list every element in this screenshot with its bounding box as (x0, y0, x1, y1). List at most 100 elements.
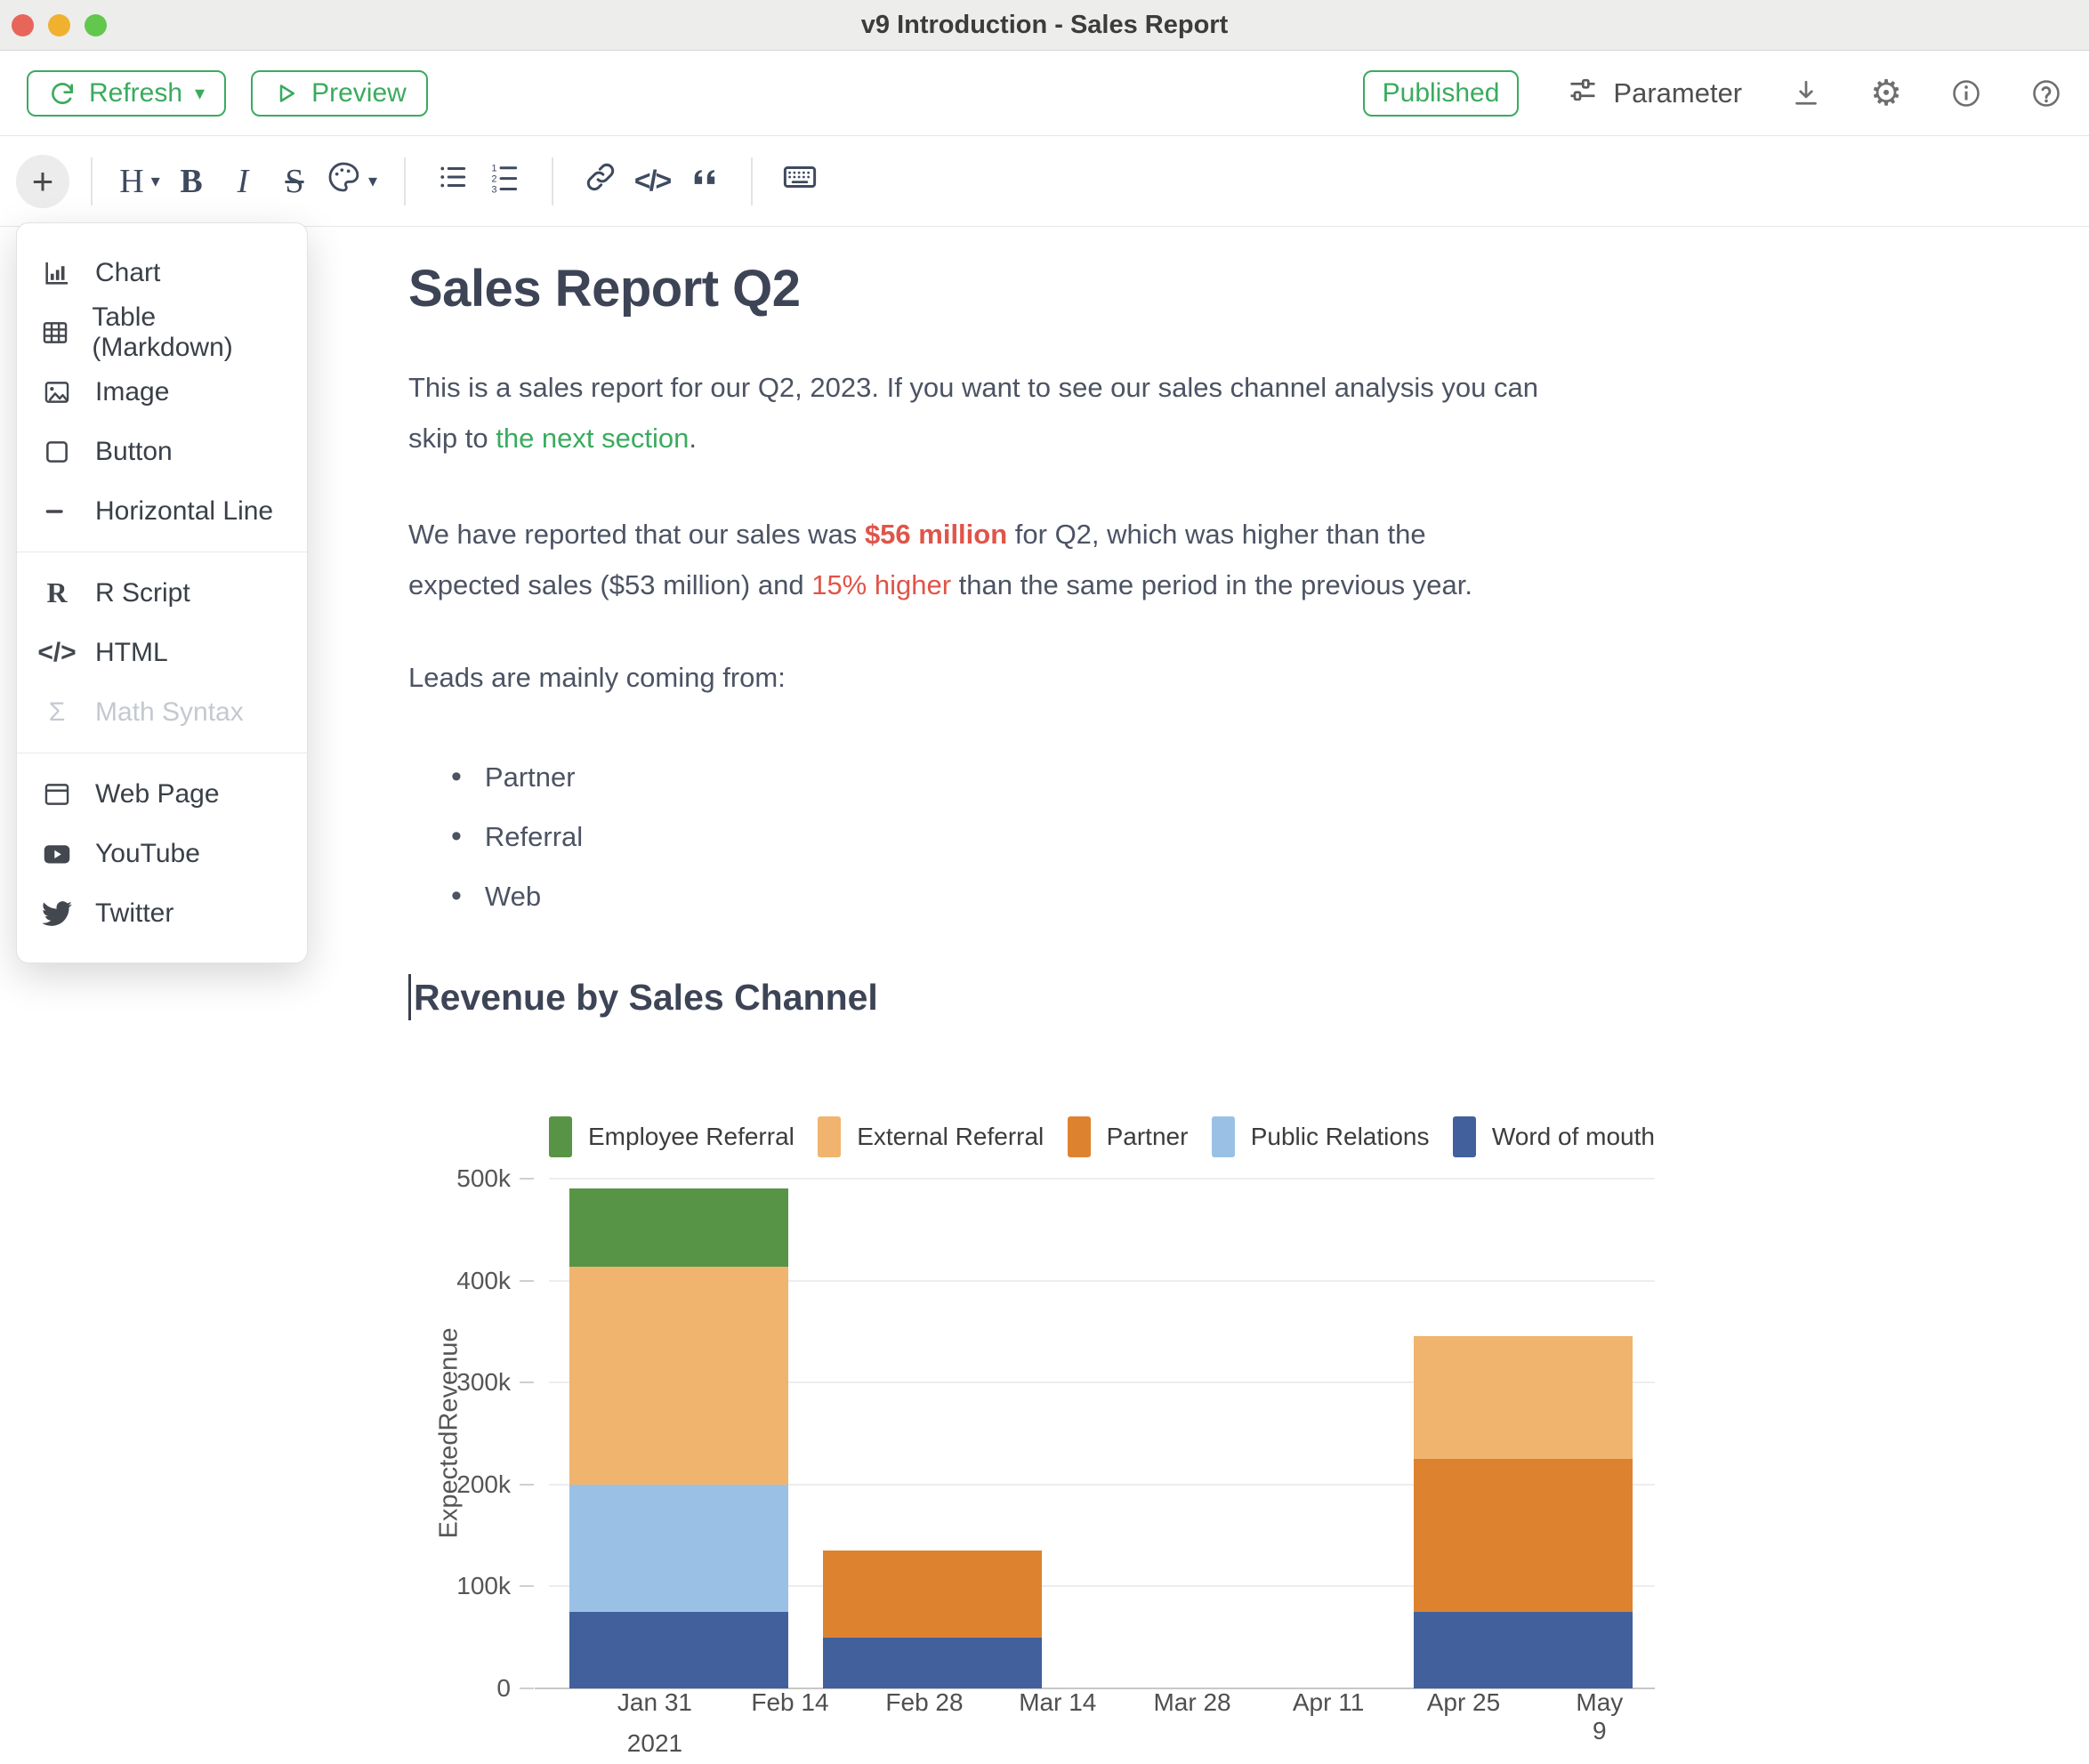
gridline (549, 1381, 1655, 1384)
leads-paragraph: Leads are mainly coming from: (408, 662, 786, 693)
menu-item-image[interactable]: Image (17, 362, 307, 422)
stacked-bar (823, 1179, 1043, 1688)
stacked-bar (569, 1179, 789, 1688)
y-tick-mark (520, 1178, 534, 1180)
bar-segment[interactable] (569, 1188, 789, 1267)
palette-icon (326, 159, 361, 204)
html-icon: </> (37, 637, 77, 667)
legend-label: Public Relations (1250, 1123, 1430, 1150)
menu-item-html[interactable]: </> HTML (17, 623, 307, 682)
legend-item[interactable]: Partner (1067, 1116, 1188, 1157)
maximize-window-button[interactable] (85, 13, 107, 36)
legend-item[interactable]: External Referral (818, 1116, 1044, 1157)
button-icon (40, 437, 74, 467)
window-titlebar: v9 Introduction - Sales Report (0, 0, 2089, 51)
palette-caret-icon: ▾ (368, 172, 378, 191)
download-button[interactable] (1790, 77, 1822, 109)
ordered-list-icon: 1 2 3 (488, 160, 521, 203)
toolbar-divider (404, 157, 407, 205)
y-tick-mark (520, 1585, 534, 1588)
menu-item-webpage[interactable]: Web Page (17, 764, 307, 824)
minimize-window-button[interactable] (48, 13, 70, 36)
menu-item-r-script[interactable]: R R Script (17, 563, 307, 623)
heading-button[interactable]: H ▾ (119, 162, 160, 200)
parameter-button[interactable]: Parameter (1567, 74, 1742, 113)
menu-item-twitter[interactable]: Twitter (17, 883, 307, 943)
insert-block-button[interactable]: + (16, 154, 69, 208)
menu-item-label: R Script (95, 577, 190, 608)
text-run: for Q2, which was higher than the (1007, 519, 1426, 550)
legend-item[interactable]: Public Relations (1211, 1116, 1430, 1157)
bar-segment[interactable] (1414, 1459, 1633, 1613)
bar-segment[interactable] (823, 1551, 1043, 1638)
ordered-list-button[interactable]: 1 2 3 (479, 160, 530, 203)
menu-section: Web Page YouTube Twitter (17, 753, 307, 954)
keyboard-icon (781, 158, 819, 205)
svg-text:2: 2 (491, 173, 496, 184)
math-icon: Σ (48, 697, 66, 727)
x-tick-label: Apr 25 (1426, 1688, 1501, 1716)
menu-item-button[interactable]: Button (17, 422, 307, 481)
legend-item[interactable]: Word of mouth (1452, 1116, 1655, 1157)
menu-item-youtube[interactable]: YouTube (17, 824, 307, 883)
menu-section: Chart Table (Markdown) Image Button Horizont… (17, 232, 307, 552)
quote-button[interactable] (678, 160, 730, 203)
legend-swatch (1067, 1116, 1091, 1157)
legend-item[interactable]: Employee Referral (549, 1116, 794, 1157)
bold-button[interactable]: B (165, 162, 217, 201)
image-icon (40, 377, 74, 407)
menu-item-hline[interactable]: Horizontal Line (17, 481, 307, 541)
bar-segment[interactable] (569, 1484, 789, 1613)
help-button[interactable] (2030, 77, 2062, 109)
x-tick-label: Feb 14 (751, 1688, 829, 1716)
link-button[interactable] (575, 160, 626, 203)
y-axis-ticks: 0 100k 200k 300k 400k 500k (391, 1164, 534, 1702)
bullet-list-button[interactable] (427, 160, 479, 203)
revenue-chart: Employee Referral External Referral Partne… (0, 1110, 2089, 1764)
bar-segment[interactable] (1414, 1335, 1633, 1460)
text-run: This is a sales report for our Q2, 2023.… (408, 372, 1538, 403)
menu-item-label: Twitter (95, 898, 174, 928)
keyboard-shortcuts-button[interactable] (774, 158, 826, 205)
y-tick-mark (520, 1279, 534, 1282)
twitter-icon (40, 898, 74, 929)
bar-segment[interactable] (823, 1637, 1043, 1688)
heading-caret-icon: ▾ (150, 172, 160, 191)
bar-segment[interactable] (569, 1266, 789, 1485)
strikethrough-button[interactable]: S (269, 162, 320, 201)
menu-item-chart[interactable]: Chart (17, 243, 307, 302)
code-button[interactable]: </> (626, 165, 678, 197)
legend-label: External Referral (857, 1123, 1044, 1150)
leads-list: PartnerReferralWeb (451, 747, 583, 926)
italic-button[interactable]: I (217, 162, 269, 201)
info-button[interactable] (1950, 77, 1982, 109)
text-color-button[interactable]: ▾ (320, 159, 383, 204)
strikethrough-icon: S (285, 162, 304, 200)
menu-item-label: Web Page (95, 778, 220, 809)
y-tick-label: 200k (456, 1470, 511, 1498)
menu-item-label: HTML (95, 637, 168, 667)
bar-segment[interactable] (569, 1612, 789, 1688)
x-tick-label: Feb 28 (885, 1688, 964, 1716)
y-tick-label: 400k (456, 1266, 511, 1294)
y-tick-label: 0 (496, 1674, 511, 1702)
settings-button[interactable]: ⚙ (1870, 76, 1902, 111)
menu-item-table[interactable]: Table (Markdown) (17, 302, 307, 362)
next-section-link[interactable]: the next section (496, 423, 690, 454)
toolbar-divider (552, 157, 554, 205)
sliders-icon (1567, 74, 1599, 113)
refresh-dropdown-caret: ▾ (195, 81, 206, 104)
italic-icon: I (237, 162, 249, 200)
y-tick-mark (520, 1381, 534, 1384)
bold-icon: B (180, 162, 203, 200)
published-button[interactable]: Published (1362, 69, 1520, 117)
preview-button[interactable]: Preview (251, 69, 428, 117)
text-run: expected sales ($53 million) and (408, 569, 812, 600)
legend-swatch (1211, 1116, 1235, 1157)
close-window-button[interactable] (12, 13, 34, 36)
quote-icon (687, 160, 721, 203)
refresh-button[interactable]: Refresh ▾ (27, 69, 227, 117)
bar-segment[interactable] (1414, 1612, 1633, 1688)
list-item: Web (451, 866, 583, 926)
section-heading: Revenue by Sales Channel (414, 976, 878, 1018)
